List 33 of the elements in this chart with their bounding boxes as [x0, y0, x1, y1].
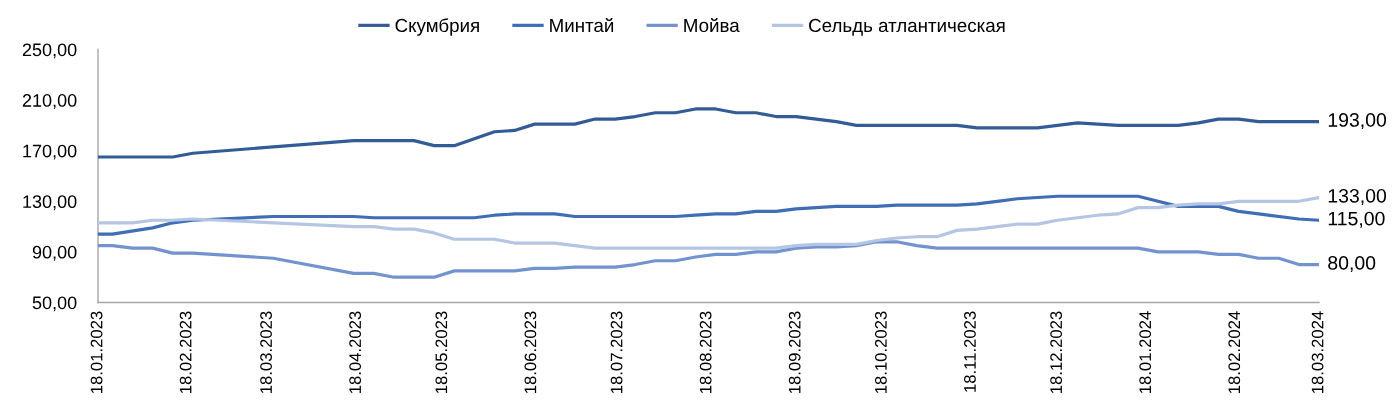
y-tick-label: 250,00	[22, 43, 77, 59]
data-label: 115,00	[1328, 211, 1385, 228]
line-series	[98, 194, 1319, 236]
x-tick-label: 18.07.2023	[610, 311, 623, 393]
y-tick-label: 90,00	[32, 245, 77, 261]
x-tick-label: 18.08.2023	[699, 311, 712, 393]
legend-label: Сельдь атлантическая	[809, 18, 1005, 36]
line-series	[98, 240, 1319, 279]
data-label: 193,00	[1328, 113, 1387, 130]
data-label: 80,00	[1328, 256, 1376, 273]
x-tick-label: 18.05.2023	[435, 311, 448, 393]
legend-label: Мойва	[684, 18, 740, 33]
line-series	[98, 195, 1319, 250]
y-tick-label: 50,00	[32, 296, 77, 312]
y-tick-label: 170,00	[23, 144, 77, 160]
x-tick-label: 18.12.2023	[1050, 311, 1063, 393]
x-tick-label: 18.02.2024	[1228, 311, 1241, 393]
y-tick-label: 130,00	[23, 195, 77, 211]
data-label: 133,00	[1328, 188, 1387, 206]
x-tick-label: 18.01.2023	[90, 311, 103, 393]
x-tick-label: 18.03.2024	[1311, 311, 1324, 393]
x-tick-label: 18.10.2023	[874, 311, 887, 393]
y-tick-label: 210,00	[22, 94, 77, 109]
legend-label: Скумбрия	[395, 18, 479, 36]
line-series	[98, 107, 1319, 159]
x-tick-label: 18.02.2023	[179, 311, 192, 393]
x-tick-label: 18.06.2023	[524, 311, 537, 393]
x-tick-label: 18.11.2023	[964, 311, 976, 392]
legend-label: Минтай	[550, 18, 614, 33]
x-tick-label: 18.04.2023	[349, 311, 362, 393]
x-tick-label: 18.09.2023	[788, 311, 801, 393]
x-tick-label: 18.03.2023	[260, 311, 272, 393]
x-tick-label: 18.01.2024	[1139, 311, 1152, 393]
